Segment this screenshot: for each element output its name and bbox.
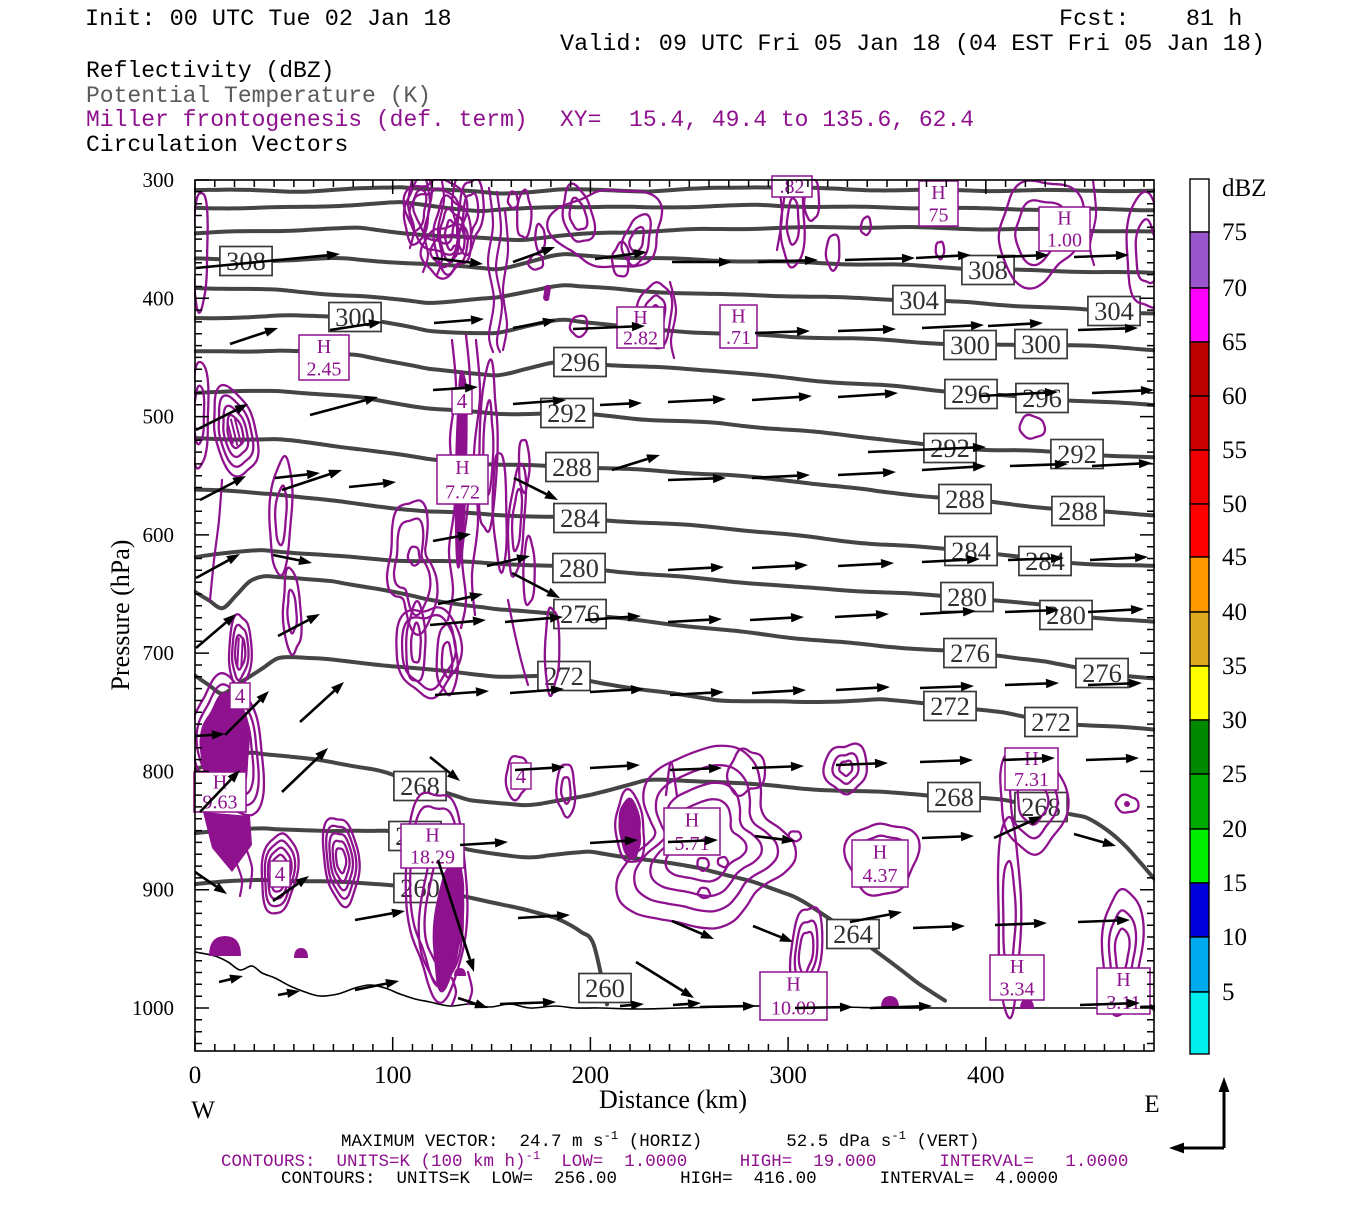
svg-text:0: 0 <box>189 1062 202 1089</box>
svg-text:10: 10 <box>1222 924 1247 951</box>
svg-text:308: 308 <box>968 255 1008 285</box>
svg-text:288: 288 <box>1058 496 1098 526</box>
svg-text:300: 300 <box>1021 329 1061 359</box>
svg-text:272: 272 <box>544 661 584 691</box>
svg-text:292: 292 <box>547 398 587 428</box>
svg-text:2.45: 2.45 <box>307 358 342 380</box>
svg-text:40: 40 <box>1222 599 1247 626</box>
svg-text:H: H <box>1057 208 1071 230</box>
svg-text:H: H <box>685 809 699 831</box>
svg-text:264: 264 <box>833 919 873 949</box>
svg-text:288: 288 <box>552 452 592 482</box>
svg-text:276: 276 <box>950 638 990 668</box>
svg-text:45: 45 <box>1222 544 1247 571</box>
svg-text:1000: 1000 <box>132 996 174 1020</box>
svg-text:65: 65 <box>1222 329 1247 356</box>
svg-text:284: 284 <box>1025 546 1065 576</box>
svg-text:3.34: 3.34 <box>1000 978 1035 1000</box>
svg-text:.71: .71 <box>726 327 751 349</box>
svg-text:H: H <box>1010 956 1024 978</box>
svg-text:300: 300 <box>769 1062 807 1089</box>
svg-text:700: 700 <box>143 641 175 665</box>
svg-text:296: 296 <box>951 379 991 409</box>
svg-text:20: 20 <box>1222 816 1247 843</box>
svg-text:300: 300 <box>950 330 990 360</box>
svg-text:296: 296 <box>560 347 600 377</box>
svg-text:1.00: 1.00 <box>1047 230 1082 252</box>
svg-text:260: 260 <box>585 973 625 1003</box>
svg-text:55: 55 <box>1222 437 1247 464</box>
svg-text:4.37: 4.37 <box>863 865 898 887</box>
svg-text:5: 5 <box>1222 979 1235 1006</box>
svg-text:H: H <box>425 825 439 847</box>
svg-text:10.09: 10.09 <box>771 998 816 1020</box>
svg-text:400: 400 <box>967 1062 1005 1089</box>
svg-text:W: W <box>191 1097 215 1124</box>
svg-text:268: 268 <box>934 782 974 812</box>
svg-text:25: 25 <box>1222 761 1247 788</box>
svg-text:H: H <box>731 305 745 327</box>
svg-text:2.82: 2.82 <box>623 327 658 349</box>
svg-text:600: 600 <box>143 523 175 547</box>
svg-text:60: 60 <box>1222 383 1247 410</box>
svg-text:296: 296 <box>1022 383 1062 413</box>
svg-text:900: 900 <box>143 878 175 902</box>
svg-text:284: 284 <box>560 503 600 533</box>
svg-text:Pressure (hPa): Pressure (hPa) <box>106 540 135 691</box>
svg-text:H: H <box>455 457 469 479</box>
svg-text:H: H <box>317 336 331 358</box>
svg-text:4: 4 <box>235 684 246 708</box>
svg-text:.82: .82 <box>780 176 805 198</box>
svg-text:276: 276 <box>560 599 600 629</box>
svg-text:dBZ: dBZ <box>1222 175 1266 202</box>
svg-text:288: 288 <box>945 484 985 514</box>
svg-text:272: 272 <box>930 691 970 721</box>
svg-text:300: 300 <box>143 168 175 192</box>
svg-text:4: 4 <box>457 389 468 413</box>
svg-text:E: E <box>1144 1091 1159 1118</box>
svg-text:35: 35 <box>1222 653 1247 680</box>
svg-text:500: 500 <box>143 405 175 429</box>
svg-text:280: 280 <box>1046 600 1086 630</box>
svg-text:H: H <box>931 182 945 204</box>
svg-text:9.63: 9.63 <box>203 792 238 814</box>
svg-text:7.72: 7.72 <box>445 481 480 503</box>
svg-text:4: 4 <box>275 862 286 886</box>
svg-text:304: 304 <box>1094 296 1134 326</box>
svg-text:50: 50 <box>1222 491 1247 518</box>
svg-text:100: 100 <box>374 1062 412 1089</box>
svg-text:75: 75 <box>929 204 949 226</box>
svg-text:30: 30 <box>1222 707 1247 734</box>
svg-text:400: 400 <box>143 286 175 310</box>
svg-text:7.31: 7.31 <box>1014 769 1049 791</box>
svg-text:280: 280 <box>947 582 987 612</box>
svg-text:15: 15 <box>1222 870 1247 897</box>
svg-text:4: 4 <box>516 764 527 788</box>
svg-text:200: 200 <box>572 1062 610 1089</box>
svg-text:280: 280 <box>559 553 599 583</box>
svg-text:304: 304 <box>899 285 939 315</box>
svg-text:272: 272 <box>1031 707 1071 737</box>
svg-text:H: H <box>1116 969 1130 991</box>
svg-text:H: H <box>633 307 647 329</box>
svg-text:Distance (km): Distance (km) <box>599 1085 747 1114</box>
svg-text:5.71: 5.71 <box>675 833 710 855</box>
svg-text:70: 70 <box>1222 275 1247 302</box>
svg-text:75: 75 <box>1222 219 1247 246</box>
svg-text:18.29: 18.29 <box>410 847 455 869</box>
svg-text:H: H <box>786 974 800 996</box>
svg-text:H: H <box>873 841 887 863</box>
svg-text:800: 800 <box>143 759 175 783</box>
